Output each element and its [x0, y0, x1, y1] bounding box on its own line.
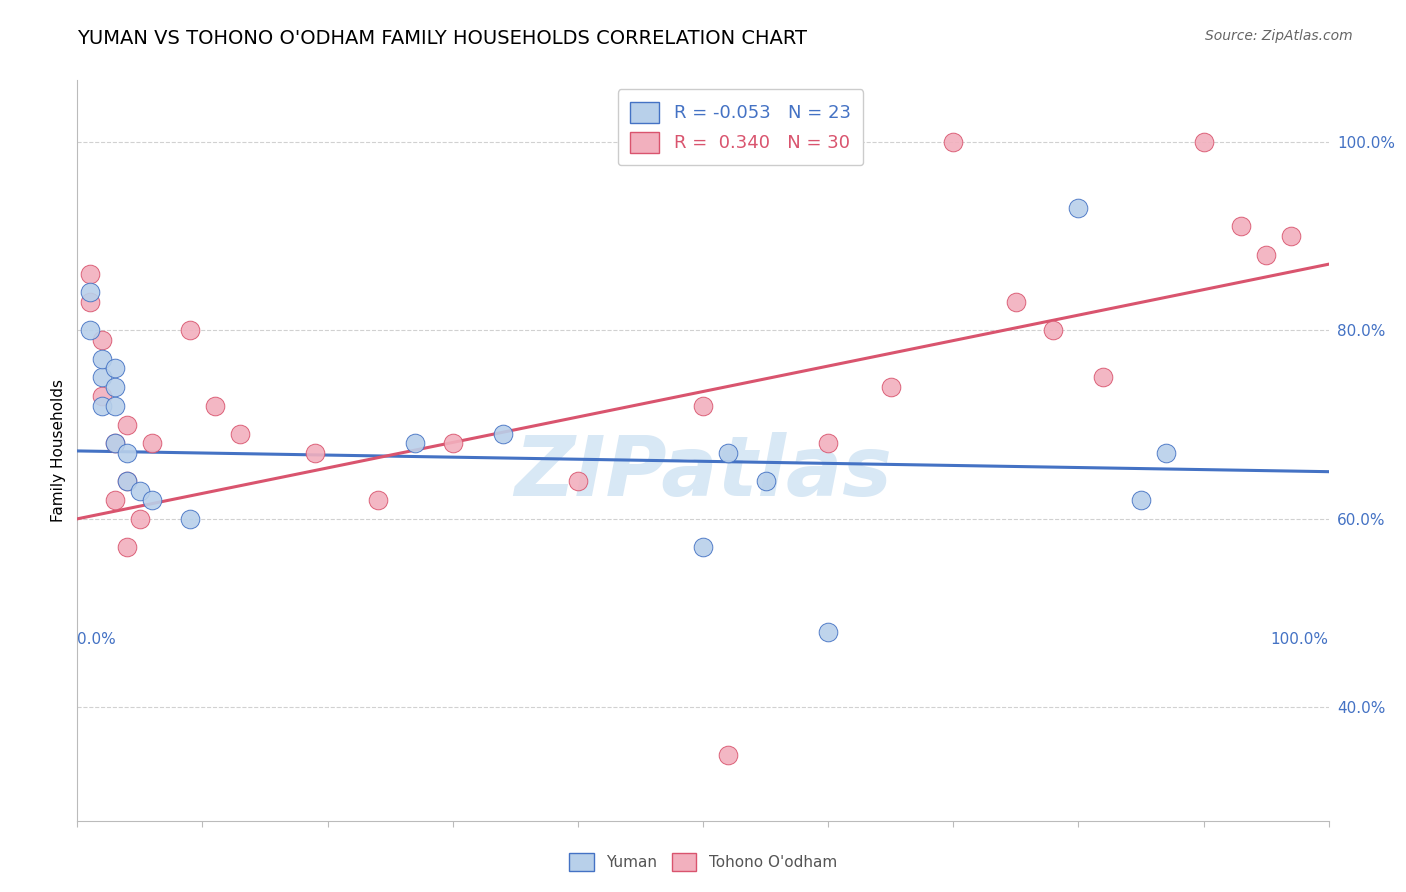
- Point: [117, 417, 139, 432]
- Point: [104, 360, 127, 375]
- Point: [179, 512, 201, 526]
- Point: [104, 380, 127, 394]
- Point: [91, 333, 114, 347]
- Point: [492, 426, 515, 441]
- Point: [91, 370, 114, 384]
- Text: Source: ZipAtlas.com: Source: ZipAtlas.com: [1205, 29, 1353, 43]
- Point: [817, 436, 839, 450]
- Point: [79, 285, 101, 300]
- Point: [1092, 370, 1115, 384]
- Point: [179, 323, 201, 337]
- Point: [79, 294, 101, 309]
- Point: [817, 625, 839, 640]
- Point: [79, 323, 101, 337]
- Y-axis label: Family Households: Family Households: [51, 379, 66, 522]
- Point: [104, 399, 127, 413]
- Text: 100.0%: 100.0%: [1271, 632, 1329, 647]
- Point: [367, 493, 389, 508]
- Point: [1067, 201, 1090, 215]
- Point: [141, 436, 163, 450]
- Point: [441, 436, 464, 450]
- Point: [79, 267, 101, 281]
- Point: [692, 540, 714, 554]
- Point: [117, 474, 139, 488]
- Text: 0.0%: 0.0%: [77, 632, 117, 647]
- Point: [717, 446, 740, 460]
- Legend: R = -0.053   N = 23, R =  0.340   N = 30: R = -0.053 N = 23, R = 0.340 N = 30: [617, 89, 863, 165]
- Point: [91, 351, 114, 366]
- Legend: Yuman, Tohono O'odham: Yuman, Tohono O'odham: [562, 847, 844, 877]
- Point: [129, 483, 152, 498]
- Point: [1154, 446, 1177, 460]
- Point: [567, 474, 589, 488]
- Point: [717, 747, 740, 762]
- Point: [117, 540, 139, 554]
- Point: [91, 389, 114, 403]
- Text: ZIPatlas: ZIPatlas: [515, 432, 891, 513]
- Point: [1004, 294, 1026, 309]
- Point: [129, 512, 152, 526]
- Point: [1254, 248, 1277, 262]
- Point: [1042, 323, 1064, 337]
- Point: [1129, 493, 1152, 508]
- Point: [942, 135, 965, 149]
- Point: [1279, 228, 1302, 243]
- Point: [1192, 135, 1215, 149]
- Point: [204, 399, 226, 413]
- Point: [104, 436, 127, 450]
- Point: [141, 493, 163, 508]
- Point: [404, 436, 426, 450]
- Point: [1230, 219, 1253, 234]
- Point: [754, 474, 776, 488]
- Point: [229, 426, 252, 441]
- Point: [692, 399, 714, 413]
- Point: [117, 446, 139, 460]
- Point: [880, 380, 903, 394]
- Point: [304, 446, 326, 460]
- Point: [104, 493, 127, 508]
- Point: [91, 399, 114, 413]
- Point: [117, 474, 139, 488]
- Point: [104, 436, 127, 450]
- Text: YUMAN VS TOHONO O'ODHAM FAMILY HOUSEHOLDS CORRELATION CHART: YUMAN VS TOHONO O'ODHAM FAMILY HOUSEHOLD…: [77, 29, 807, 47]
